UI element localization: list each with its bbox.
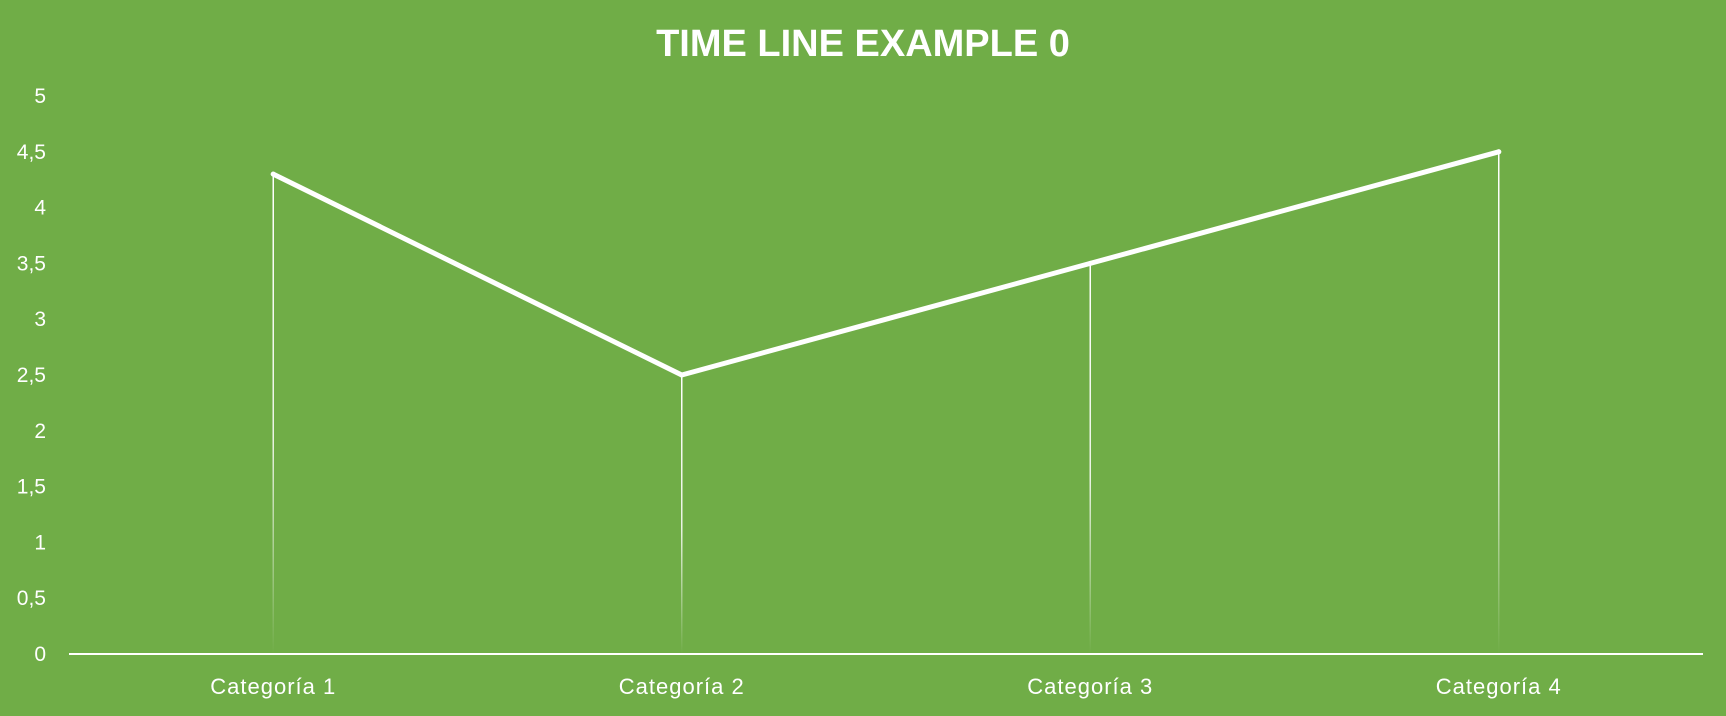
y-tick-label: 4,5 <box>17 141 46 164</box>
series-lines <box>270 149 1502 378</box>
y-tick-label: 4 <box>34 197 46 220</box>
x-category-label: Categoría 4 <box>1436 674 1562 699</box>
drop-line <box>681 375 683 654</box>
drop-lines <box>272 151 1500 655</box>
drop-line <box>1089 263 1091 654</box>
y-tick-label: 2,5 <box>17 364 46 387</box>
y-axis-labels: 0 0,5 1 1,5 2 2,5 3 3,5 4 4,5 5 <box>17 85 47 666</box>
y-tick-label: 2 <box>34 420 46 443</box>
data-point <box>270 171 276 177</box>
data-point <box>1496 149 1502 155</box>
drop-line <box>272 174 274 654</box>
y-tick-label: 1 <box>34 531 46 554</box>
x-category-label: Categoría 1 <box>210 674 336 699</box>
y-tick-label: 0,5 <box>17 587 46 610</box>
x-category-label: Categoría 3 <box>1027 674 1153 699</box>
data-point <box>679 372 685 378</box>
y-tick-label: 5 <box>34 85 46 108</box>
drop-line <box>1498 151 1500 655</box>
y-tick-label: 1,5 <box>17 476 46 499</box>
x-axis-labels: Categoría 1 Categoría 2 Categoría 3 Categor… <box>210 674 1562 699</box>
series-line <box>270 149 1502 378</box>
y-tick-label: 3,5 <box>17 252 46 275</box>
data-point <box>1087 260 1093 266</box>
y-tick-label: 0 <box>34 643 46 666</box>
chart-title: TIME LINE EXAMPLE 0 <box>656 23 1070 65</box>
y-tick-label: 3 <box>34 308 46 331</box>
x-category-label: Categoría 2 <box>619 674 745 699</box>
